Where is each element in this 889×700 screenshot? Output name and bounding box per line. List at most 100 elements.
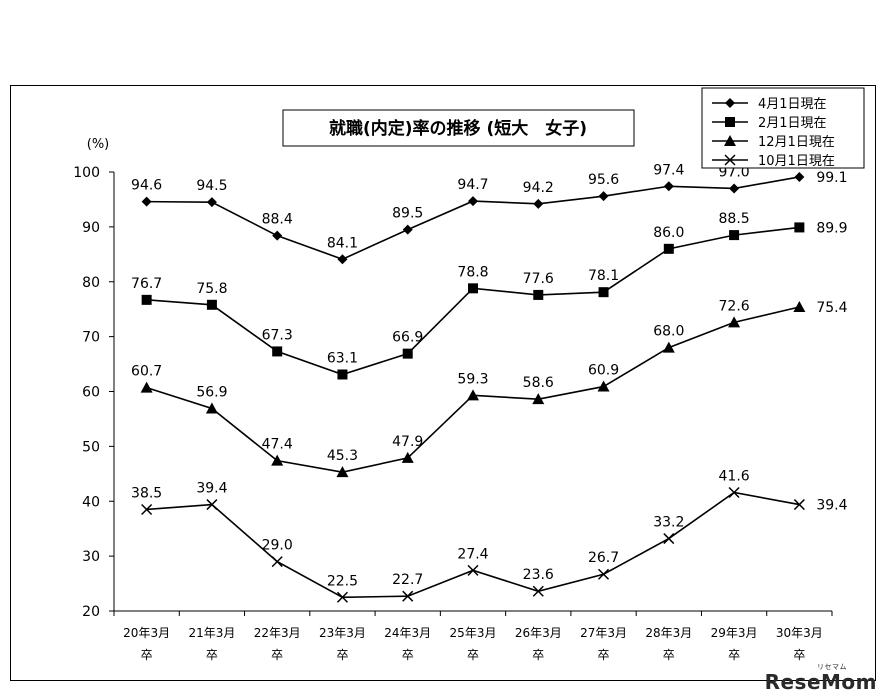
legend-item-oct1: 10月1日現在: [712, 154, 835, 169]
x-tick-label: 23年3月: [319, 626, 366, 640]
series-dec1: [140, 300, 806, 478]
point-oct1: [141, 503, 153, 516]
point-oct1: [532, 585, 544, 597]
data-label-feb1: 77.6: [523, 271, 554, 287]
resemom-watermark-logo: リセマム ReseMom: [765, 663, 877, 694]
data-label-oct1: 23.6: [523, 567, 554, 583]
data-label-apr1: 84.1: [327, 235, 358, 251]
x-tick-label-line2: 卒: [532, 648, 544, 662]
data-label-feb1: 78.1: [588, 268, 619, 284]
data-label-dec1: 68.0: [653, 324, 684, 340]
y-tick-label: 50: [82, 439, 100, 455]
series-oct1: [141, 486, 805, 603]
x-tick-label: 27年3月: [580, 626, 627, 640]
data-label-dec1: 72.6: [719, 298, 750, 314]
y-axis-unit: (%): [87, 137, 110, 152]
data-label-oct1: 33.2: [653, 515, 684, 531]
x-tick-label-line2: 卒: [271, 648, 283, 662]
chart-frame: [10, 85, 876, 681]
x-tick-label: 24年3月: [384, 626, 431, 640]
legend-marker-oct1: [724, 154, 736, 166]
chart-title-box: 就職(内定)率の推移 (短大 女子): [282, 109, 635, 147]
y-tick-label: 30: [82, 549, 100, 565]
point-apr1: [729, 183, 740, 194]
x-tick-label-line2: 卒: [402, 648, 414, 662]
data-label-feb1: 86.0: [653, 225, 684, 241]
y-tick-label: 60: [82, 385, 100, 401]
series-layer: [140, 171, 806, 603]
y-tick-label: 40: [82, 494, 100, 510]
x-tick-label: 26年3月: [515, 626, 562, 640]
point-dec1: [140, 381, 153, 393]
point-feb1: [272, 346, 283, 357]
point-apr1: [141, 196, 152, 207]
point-feb1: [468, 283, 478, 294]
x-tick-label-line2: 卒: [663, 648, 675, 662]
legend-marker-dec1: [724, 135, 736, 146]
data-label-feb1: 88.5: [719, 211, 750, 227]
series-line-feb1: [146, 226, 800, 376]
legend-label: 2月1日現在: [758, 116, 827, 131]
data-labels: 94.6 94.588.484.189.594.7 94.2 95.697.4 97.0…: [131, 162, 848, 589]
data-label-oct1: 27.4: [457, 546, 488, 562]
x-tick-label: 20年3月: [123, 626, 170, 640]
x-marker-stroke: [206, 499, 218, 511]
point-feb1: [337, 369, 348, 380]
x-marker-stroke: [663, 533, 675, 545]
point-apr1: [468, 196, 478, 207]
data-label-feb1: 66.9: [392, 330, 423, 346]
point-oct1: [271, 556, 283, 568]
series-feb1: [141, 222, 805, 380]
x-tick-label-line2: 卒: [141, 648, 153, 662]
x-tick-label: 22年3月: [254, 626, 301, 640]
data-label-apr1: 95.6: [588, 172, 619, 188]
chart-title: 就職(内定)率の推移 (短大 女子): [329, 118, 587, 139]
legend-label: 10月1日現在: [758, 154, 835, 169]
y-tick-label: 90: [82, 220, 100, 236]
x-tick-label: 28年3月: [645, 626, 692, 640]
data-label-apr1: 94.5: [196, 178, 227, 194]
x-marker-stroke: [724, 154, 736, 166]
point-apr1: [794, 171, 805, 182]
x-marker-stroke: [271, 556, 283, 568]
point-feb1: [794, 222, 805, 233]
legend: 4月1日現在 2月1日現在 12月1日現在 10月1日現在: [701, 87, 865, 169]
point-apr1: [663, 181, 674, 192]
data-label-apr1: 97.4: [653, 162, 684, 178]
data-label-feb1: 67.3: [262, 327, 293, 343]
x-tick-label: 29年3月: [711, 626, 758, 640]
data-label-feb1: 75.8: [196, 281, 227, 297]
point-dec1: [728, 316, 741, 328]
legend-marker-feb1: [725, 117, 735, 127]
x-marker-stroke: [532, 585, 544, 597]
point-feb1: [206, 299, 217, 310]
x-marker-stroke: [467, 564, 479, 576]
x-tick-label: 30年3月: [776, 626, 823, 640]
data-label-dec1: 58.6: [523, 375, 554, 391]
point-dec1: [793, 300, 806, 312]
point-feb1: [729, 230, 740, 241]
data-label-dec1: 60.9: [588, 363, 619, 379]
point-apr1: [533, 198, 544, 209]
data-label-apr1: 89.5: [392, 206, 423, 222]
x-marker-stroke: [793, 499, 805, 511]
point-dec1: [532, 393, 545, 405]
point-dec1: [597, 380, 610, 392]
point-oct1: [728, 486, 740, 499]
data-label-dec1: 59.3: [457, 371, 488, 387]
x-marker-stroke: [402, 590, 414, 602]
point-feb1: [141, 294, 152, 305]
point-feb1: [402, 348, 413, 359]
legend-item-feb1: 2月1日現在: [712, 116, 827, 131]
point-apr1: [206, 197, 217, 208]
data-label-apr1: 88.4: [262, 212, 293, 228]
data-label-dec1: 60.7: [131, 364, 162, 380]
data-label-apr1: 94.2: [523, 180, 554, 196]
data-label-dec1: 56.9: [196, 385, 227, 401]
point-oct1: [336, 591, 348, 603]
data-label-feb1: 78.8: [457, 264, 488, 280]
y-tick-label: 100: [73, 165, 100, 181]
data-label-dec1: 75.4: [816, 300, 847, 316]
